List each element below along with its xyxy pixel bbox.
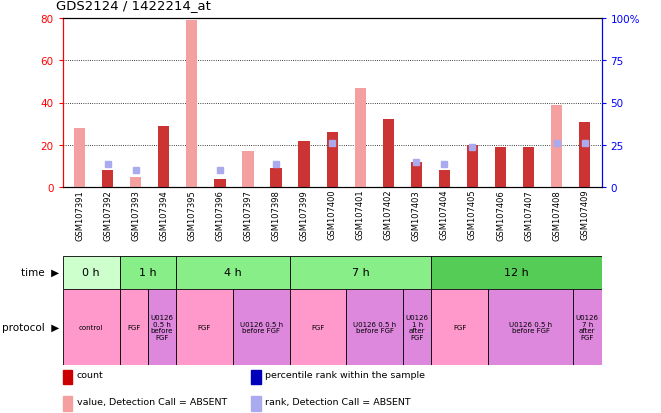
Bar bbox=[346, 289, 403, 366]
Text: U0126
1 h
after
FGF: U0126 1 h after FGF bbox=[406, 315, 429, 340]
Text: U0126
0.5 h
before
FGF: U0126 0.5 h before FGF bbox=[151, 315, 174, 340]
Text: 7 h: 7 h bbox=[352, 268, 369, 278]
Text: U0126
7 h
after
FGF: U0126 7 h after FGF bbox=[576, 315, 599, 340]
Bar bbox=[410, 162, 422, 188]
Text: rank, Detection Call = ABSENT: rank, Detection Call = ABSENT bbox=[265, 396, 411, 406]
Bar bbox=[523, 148, 534, 188]
Bar bbox=[120, 256, 176, 289]
Text: 1 h: 1 h bbox=[139, 268, 157, 278]
Bar bbox=[130, 177, 141, 188]
Text: value, Detection Call = ABSENT: value, Detection Call = ABSENT bbox=[77, 396, 227, 406]
Text: FGF: FGF bbox=[453, 324, 467, 330]
Text: 4 h: 4 h bbox=[224, 268, 242, 278]
Bar bbox=[148, 289, 176, 366]
Bar bbox=[176, 289, 233, 366]
Bar bbox=[233, 289, 290, 366]
Bar bbox=[573, 289, 602, 366]
Text: percentile rank within the sample: percentile rank within the sample bbox=[265, 370, 425, 380]
Bar bbox=[488, 289, 573, 366]
Bar bbox=[102, 171, 113, 188]
Text: time  ▶: time ▶ bbox=[21, 268, 59, 278]
Bar bbox=[551, 105, 563, 188]
Bar bbox=[63, 289, 120, 366]
Text: FGF: FGF bbox=[127, 324, 140, 330]
Text: U0126 0.5 h
before FGF: U0126 0.5 h before FGF bbox=[240, 321, 283, 334]
Bar bbox=[354, 88, 366, 188]
Bar bbox=[467, 145, 478, 188]
Bar bbox=[403, 289, 432, 366]
Text: protocol  ▶: protocol ▶ bbox=[2, 322, 59, 332]
Text: FGF: FGF bbox=[198, 324, 212, 330]
Text: 0 h: 0 h bbox=[83, 268, 100, 278]
Bar bbox=[186, 21, 198, 188]
Bar bbox=[270, 169, 282, 188]
Bar bbox=[432, 256, 602, 289]
Bar bbox=[251, 396, 261, 411]
Bar bbox=[327, 133, 338, 188]
Bar bbox=[432, 289, 488, 366]
Bar bbox=[290, 289, 346, 366]
Text: FGF: FGF bbox=[311, 324, 325, 330]
Text: count: count bbox=[77, 370, 104, 380]
Text: GDS2124 / 1422214_at: GDS2124 / 1422214_at bbox=[56, 0, 211, 12]
Bar bbox=[120, 289, 148, 366]
Bar bbox=[63, 256, 120, 289]
Bar bbox=[243, 152, 254, 188]
Bar bbox=[158, 126, 169, 188]
Bar bbox=[439, 171, 450, 188]
Text: control: control bbox=[79, 324, 103, 330]
Bar bbox=[214, 179, 225, 188]
Bar bbox=[290, 256, 432, 289]
Text: U0126 0.5 h
before FGF: U0126 0.5 h before FGF bbox=[353, 321, 396, 334]
Bar bbox=[579, 122, 590, 188]
Bar bbox=[176, 256, 290, 289]
Bar bbox=[383, 120, 394, 188]
Bar bbox=[74, 128, 85, 188]
Bar bbox=[63, 396, 73, 411]
Bar bbox=[251, 370, 261, 385]
Text: U0126 0.5 h
before FGF: U0126 0.5 h before FGF bbox=[509, 321, 552, 334]
Text: 12 h: 12 h bbox=[504, 268, 529, 278]
Bar bbox=[495, 148, 506, 188]
Bar bbox=[63, 370, 73, 385]
Bar bbox=[299, 141, 310, 188]
